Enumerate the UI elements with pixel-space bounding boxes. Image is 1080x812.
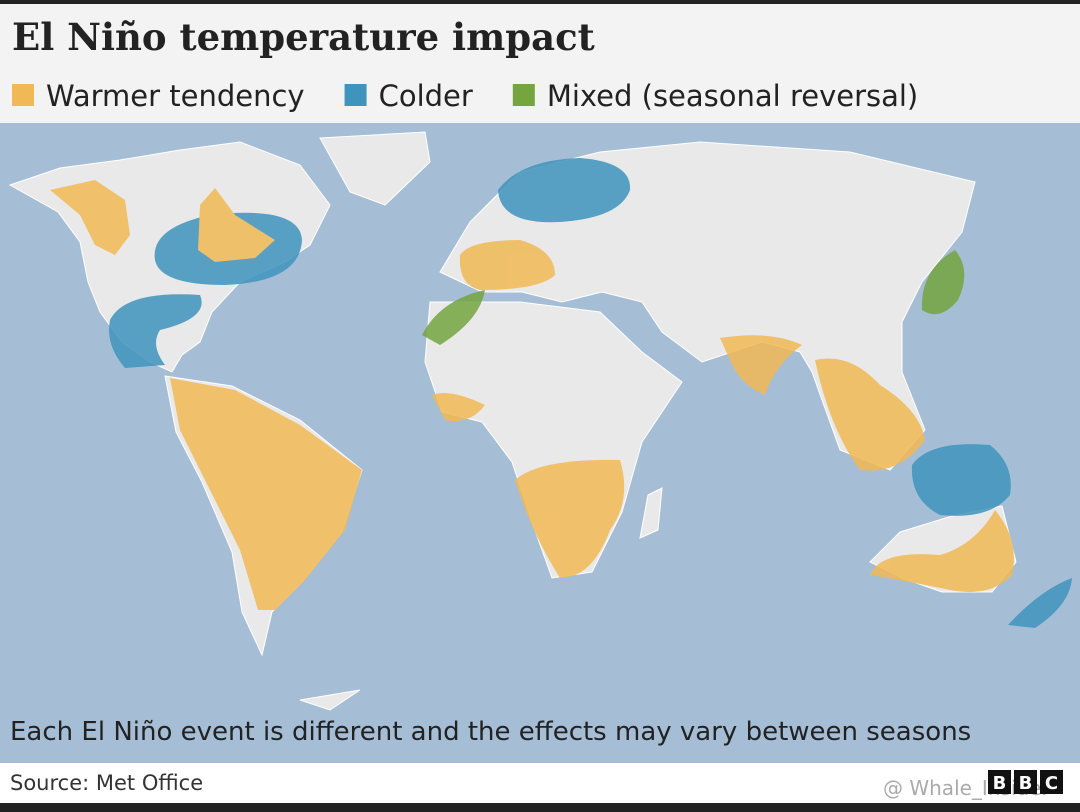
cold-region (498, 158, 631, 223)
footer (0, 763, 1080, 803)
warm-region (515, 459, 625, 578)
legend-label: Warmer tendency (46, 79, 305, 113)
cold-region (1008, 578, 1072, 628)
legend-swatch (344, 84, 367, 106)
warm-region (870, 510, 1014, 593)
greenland (319, 131, 431, 206)
cold-region (109, 294, 202, 368)
logo-box (1014, 770, 1037, 794)
source: Source: Met Office (10, 771, 203, 795)
legend-swatch (12, 84, 34, 106)
warm-region (459, 240, 555, 290)
title: El Niño temperature impact (12, 15, 595, 59)
logo-letter: B (1019, 773, 1033, 794)
warm-region (198, 188, 275, 262)
logo-box (988, 770, 1011, 794)
logo-box (1040, 770, 1063, 794)
legend-swatch (512, 84, 535, 106)
warm-region (170, 378, 362, 610)
note: Each El Niño event is different and the … (10, 717, 971, 747)
logo-letter: B (993, 773, 1007, 794)
legend: Warmer tendency Colder Mixed (seasonal rev… (12, 79, 918, 113)
legend-label: Colder (379, 79, 473, 113)
warm-region (50, 180, 130, 255)
mixed-region (422, 290, 485, 345)
impact-regions (50, 158, 1072, 628)
warm-region (720, 335, 802, 395)
logo-letter: C (1045, 773, 1058, 794)
madagascar (639, 487, 663, 539)
mixed-region (921, 250, 965, 315)
antarctica-edge (299, 689, 361, 711)
bottom-border (0, 803, 1080, 812)
cold-region (911, 444, 1011, 516)
legend-label: Mixed (seasonal reversal) (547, 79, 918, 113)
top-border (0, 0, 1080, 4)
warm-region (815, 358, 925, 471)
warm-region (432, 392, 485, 421)
